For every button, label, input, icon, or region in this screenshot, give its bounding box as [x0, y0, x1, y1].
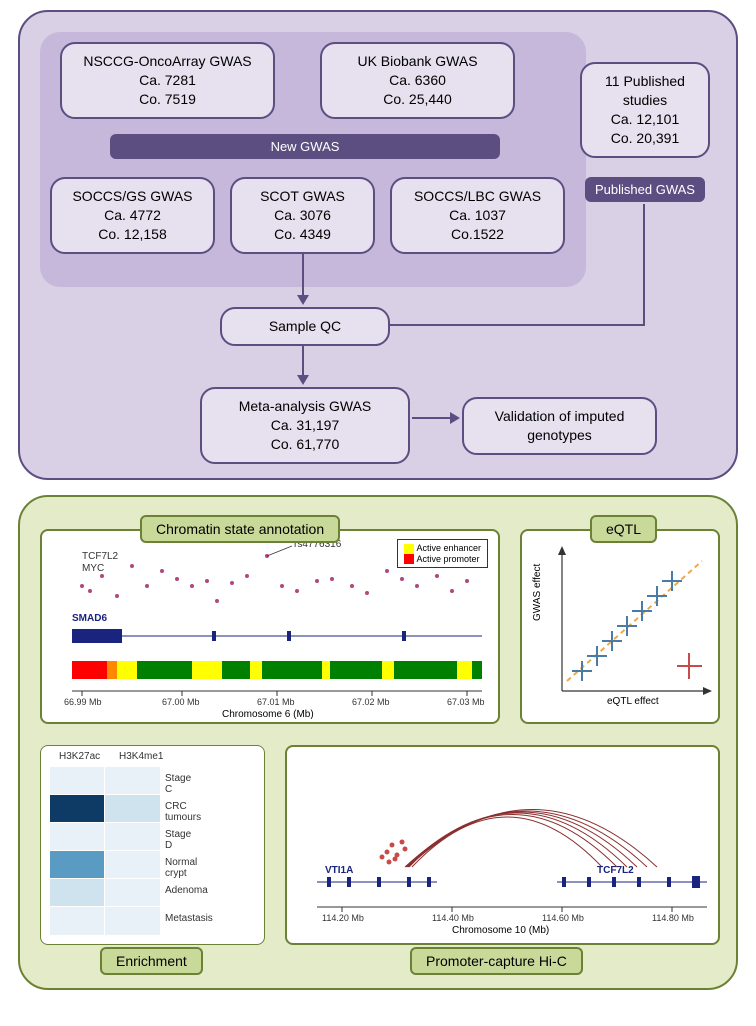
col-h3k27ac: H3K27ac [59, 751, 100, 762]
band-published-gwas: Published GWAS [585, 177, 705, 202]
tick: 114.20 Mb [322, 913, 364, 923]
txt: SOCCS/GS GWAS [72, 188, 192, 204]
enrichment-heatmap: Stage C CRC tumours Stage D Normal crypt Ade… [40, 745, 265, 945]
tick: 67.01 Mb [257, 697, 295, 707]
band-new-gwas: New GWAS [110, 134, 500, 159]
xlabel: eQTL effect [607, 696, 659, 707]
chromatin-plot: Active enhancer Active promoter TCF7L2 M… [40, 529, 500, 724]
hic-label: Promoter-capture Hi-C [410, 947, 583, 975]
box-meta-analysis: Meta-analysis GWAS Ca. 31,197 Co. 61,770 [200, 387, 410, 464]
txt: Sample QC [269, 318, 341, 334]
box-nsccg: NSCCG-OncoArray GWAS Ca. 7281 Co. 7519 [60, 42, 275, 119]
xlabel: Chromosome 10 (Mb) [452, 925, 549, 936]
heatmap-cell [49, 794, 106, 824]
heatmap-cell [104, 906, 161, 936]
arrow-head-icon [297, 375, 309, 385]
hic-plot: VTI1A TCF7L2 114.20 Mb 114.40 Mb 114.60 … [285, 745, 720, 945]
heatmap-row-label: CRC tumours [165, 801, 201, 823]
heatmap-cell [49, 850, 106, 880]
tick: 67.00 Mb [162, 697, 200, 707]
txt: Meta-analysis GWAS [239, 398, 372, 414]
txt: SCOT GWAS [260, 188, 345, 204]
txt: Ca. 7281 [139, 72, 196, 88]
txt: 11 Published [605, 73, 685, 89]
heatmap-row-label: Metastasis [165, 913, 213, 924]
heatmap-cell [104, 850, 161, 880]
gene-vti1a: VTI1A [325, 865, 353, 876]
heatmap-cell [49, 906, 106, 936]
ylabel: GWAS effect [532, 564, 543, 621]
txt: Ca. 3076 [274, 207, 331, 223]
arrow-line [643, 204, 645, 324]
arrow-line [412, 417, 452, 419]
txt: Published GWAS [595, 182, 695, 197]
txt: studies [623, 92, 667, 108]
txt: Co. 12,158 [98, 226, 167, 242]
tick: 67.03 Mb [447, 697, 485, 707]
arrow-line [302, 247, 304, 297]
tick: 114.80 Mb [652, 913, 694, 923]
txt: Ca. 6360 [389, 72, 446, 88]
tick: 114.40 Mb [432, 913, 474, 923]
heatmap-cell [104, 766, 161, 796]
txt: SOCCS/LBC GWAS [414, 188, 541, 204]
arrow-head-icon [297, 295, 309, 305]
txt: Ca. 4772 [104, 207, 161, 223]
txt: Ca. 31,197 [271, 417, 340, 433]
chromatin-legend: Active enhancer Active promoter [397, 539, 488, 568]
xlabel: Chromosome 6 (Mb) [222, 709, 314, 720]
gene-myc-label: MYC [82, 563, 104, 574]
eqtl-plot: GWAS effect eQTL effect [520, 529, 720, 724]
tick: 66.99 Mb [64, 697, 102, 707]
txt: Co.1522 [451, 226, 504, 242]
arrow-line [302, 342, 304, 377]
txt: UK Biobank GWAS [357, 53, 477, 69]
arrow-head-icon [450, 412, 460, 424]
chromatin-label: Chromatin state annotation [140, 515, 340, 543]
txt: New GWAS [271, 139, 340, 154]
txt: Co. 4349 [274, 226, 331, 242]
enrichment-label: Enrichment [100, 947, 203, 975]
box-scot: SCOT GWAS Ca. 3076 Co. 4349 [230, 177, 375, 254]
txt: Co. 20,391 [611, 130, 680, 146]
heatmap-cell [49, 766, 106, 796]
heatmap-row-label: Adenoma [165, 885, 208, 896]
top-panel: NSCCG-OncoArray GWAS Ca. 7281 Co. 7519 U… [18, 10, 738, 480]
heatmap-row-label: Normal crypt [165, 857, 197, 879]
heatmap-row-label: Stage C [165, 773, 191, 795]
eqtl-label: eQTL [590, 515, 657, 543]
heatmap-cell [104, 822, 161, 852]
txt: Co. 25,440 [383, 91, 452, 107]
box-published-studies: 11 Published studies Ca. 12,101 Co. 20,3… [580, 62, 710, 158]
heatmap-row-label: Stage D [165, 829, 191, 851]
arrow-line [390, 324, 645, 326]
col-h3k4me1: H3K4me1 [119, 751, 163, 762]
gene-smad-label: SMAD6 [72, 613, 107, 624]
heatmap-cell [49, 878, 106, 908]
txt: Ca. 12,101 [611, 111, 680, 127]
txt: Active enhancer [416, 543, 481, 553]
box-ukbb: UK Biobank GWAS Ca. 6360 Co. 25,440 [320, 42, 515, 119]
txt: Active promoter [416, 554, 479, 564]
txt: Ca. 1037 [449, 207, 506, 223]
box-soccs-lbc: SOCCS/LBC GWAS Ca. 1037 Co.1522 [390, 177, 565, 254]
txt: Validation of imputed [495, 408, 625, 424]
bottom-panel: Active enhancer Active promoter TCF7L2 M… [18, 495, 738, 990]
heatmap-cell [49, 822, 106, 852]
tick: 67.02 Mb [352, 697, 390, 707]
gene-tcf7l2: TCF7L2 [597, 865, 634, 876]
gene-tf-label: TCF7L2 [82, 551, 118, 562]
txt: genotypes [527, 427, 592, 443]
txt: Co. 61,770 [271, 436, 340, 452]
box-sample-qc: Sample QC [220, 307, 390, 346]
txt: Co. 7519 [139, 91, 196, 107]
heatmap-cell [104, 878, 161, 908]
tick: 114.60 Mb [542, 913, 584, 923]
txt: NSCCG-OncoArray GWAS [83, 53, 251, 69]
box-soccs-gs: SOCCS/GS GWAS Ca. 4772 Co. 12,158 [50, 177, 215, 254]
box-validation: Validation of imputed genotypes [462, 397, 657, 455]
heatmap-cell [104, 794, 161, 824]
